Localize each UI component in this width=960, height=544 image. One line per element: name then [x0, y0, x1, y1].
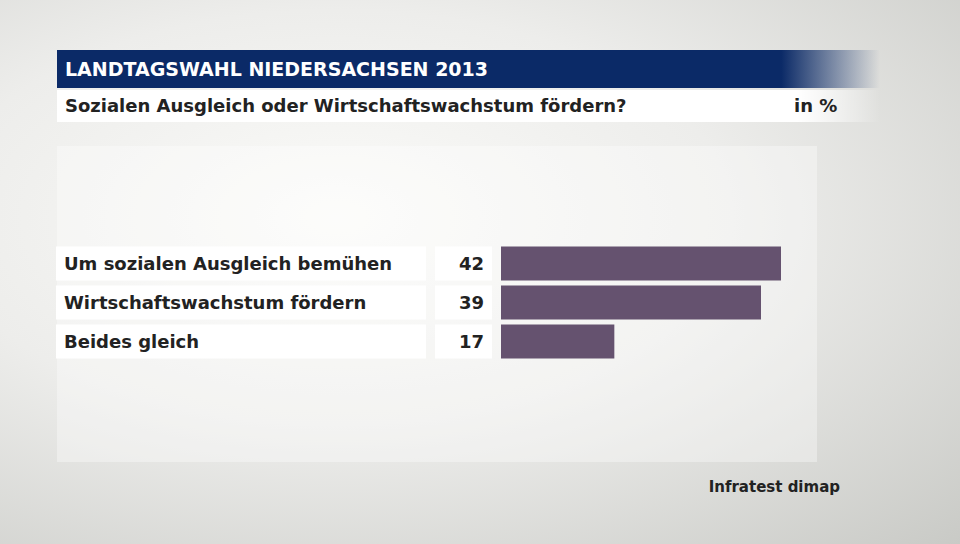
svg-text:39: 39 — [459, 292, 484, 313]
svg-text:Um sozialen Ausgleich bemühen: Um sozialen Ausgleich bemühen — [64, 253, 392, 274]
svg-text:42: 42 — [459, 253, 484, 274]
html-text:LANDTAGSWAHL NIEDERSACHSEN 201: LANDTAGSWAHL NIEDERSACHSEN 2013 — [65, 58, 488, 80]
svg-text:Beides gleich: Beides gleich — [64, 331, 199, 352]
html-text:in %: in % — [794, 95, 838, 116]
svg-text:Wirtschaftswachstum fördern: Wirtschaftswachstum fördern — [64, 292, 366, 313]
svg-text:17: 17 — [459, 331, 484, 352]
html-text:Sozialen Ausgleich oder Wirtsc: Sozialen Ausgleich oder Wirtschaftswachs… — [65, 95, 627, 116]
html-text:Infratest dimap: Infratest dimap — [708, 478, 840, 496]
